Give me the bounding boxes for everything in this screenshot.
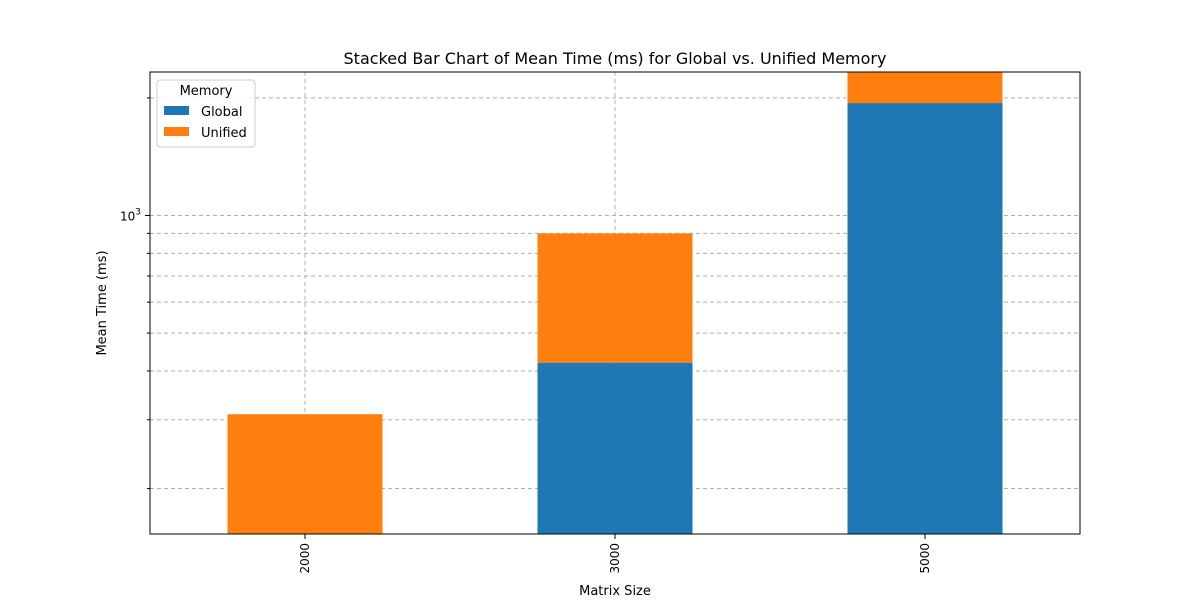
legend-swatch-unified: [164, 127, 189, 136]
bar-unified-2000: [227, 414, 383, 534]
legend: Memory Global Unified: [156, 79, 256, 148]
bar-unified-5000: [847, 72, 1003, 104]
x-tick-label-2000: 2000: [298, 543, 312, 574]
bar-unified-3000: [537, 233, 693, 363]
ticks-layer: 103 2000 3000 5000: [120, 97, 932, 574]
x-tick-label-3000: 3000: [608, 543, 622, 574]
legend-swatch-global: [164, 106, 189, 115]
y-tick-label: 103: [120, 208, 141, 224]
bar-global-5000: [847, 103, 1003, 534]
x-tick-label-5000: 5000: [918, 543, 932, 574]
bars-layer: [227, 72, 1003, 534]
bar-global-3000: [537, 362, 693, 534]
legend-label-global: Global: [201, 105, 242, 120]
y-axis-label: Mean Time (ms): [95, 250, 110, 355]
legend-title: Memory: [180, 84, 233, 99]
chart-title: Stacked Bar Chart of Mean Time (ms) for …: [344, 49, 887, 68]
legend-label-unified: Unified: [201, 126, 247, 141]
x-axis-label: Matrix Size: [579, 584, 651, 599]
